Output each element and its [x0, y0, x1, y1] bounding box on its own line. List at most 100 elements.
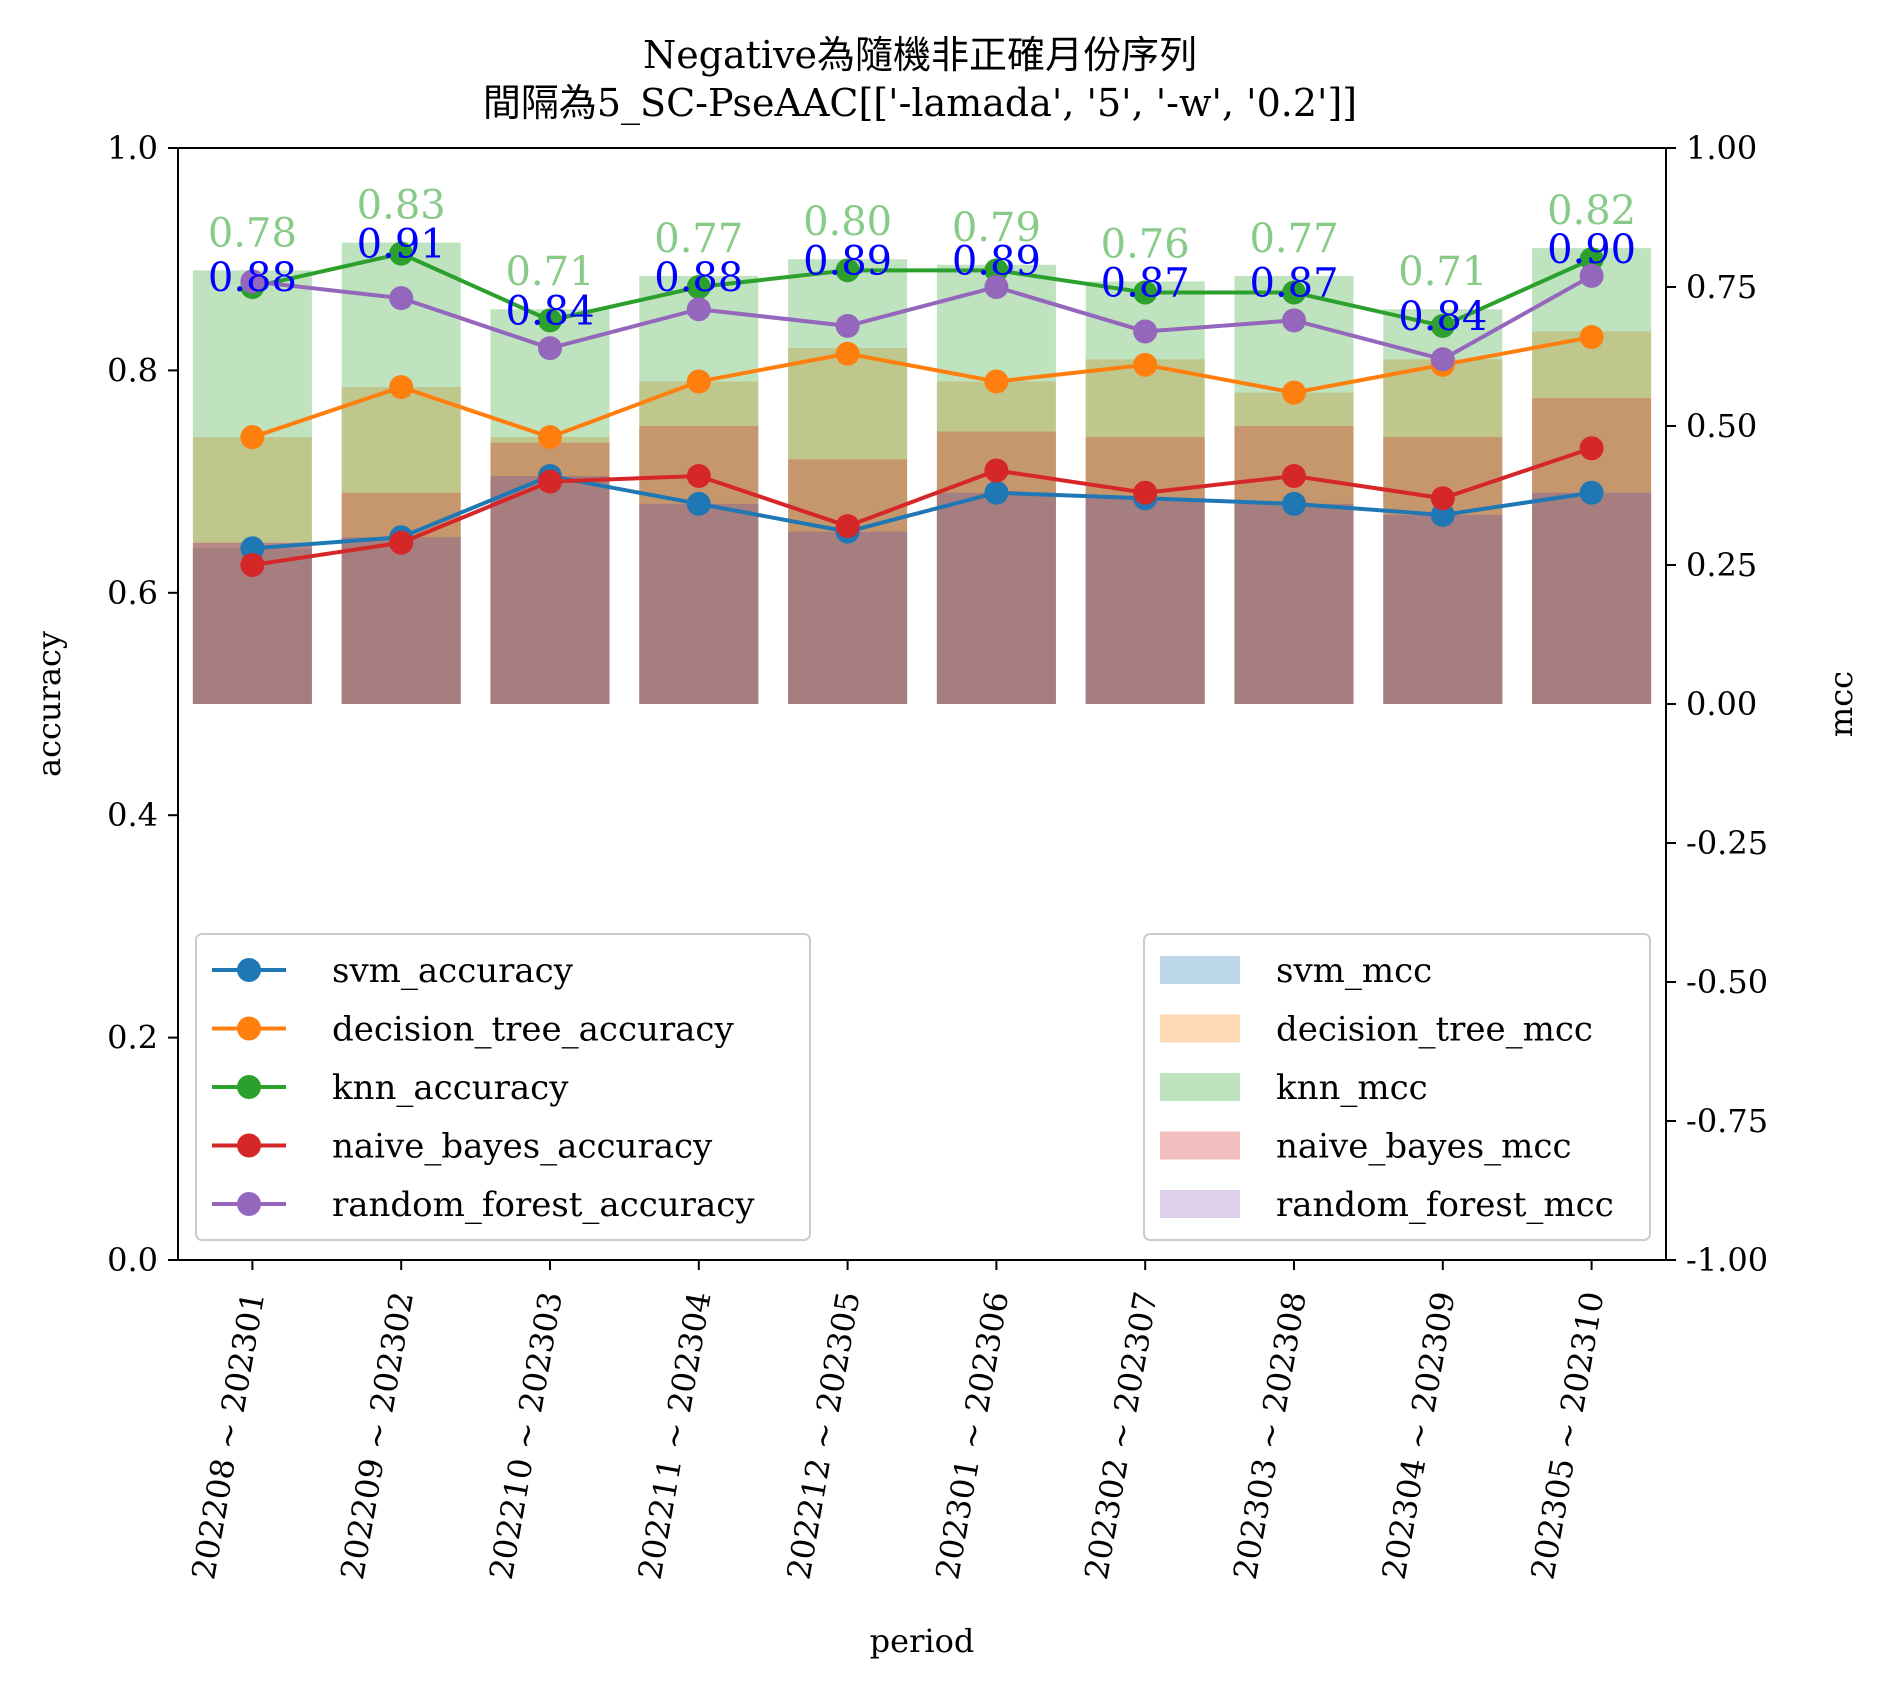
accuracy-lines — [240, 241, 1604, 577]
legend-swatch-naive_bayes_mcc — [1160, 1131, 1240, 1160]
legend-swatch-marker-knn_accuracy — [237, 1075, 261, 1099]
point-decision_tree_accuracy-1 — [389, 375, 414, 400]
mcc-value-label-9: 0.82 — [1547, 188, 1636, 234]
right-tick-label-1.00: 1.00 — [1686, 129, 1757, 167]
point-decision_tree_accuracy-0 — [240, 425, 265, 450]
bar-random_forest_mcc-7 — [1234, 503, 1354, 704]
point-random_forest_accuracy-7 — [1282, 308, 1306, 333]
point-knn_accuracy-5 — [984, 258, 1009, 283]
bar-knn_mcc-9 — [1532, 248, 1652, 704]
legend-swatch-marker-svm_accuracy — [237, 958, 261, 982]
bar-svm_mcc-2 — [490, 476, 610, 704]
accuracy-value-label-8: 0.84 — [1398, 294, 1487, 340]
bar-svm_mcc-6 — [1085, 498, 1205, 704]
point-svm_accuracy-7 — [1282, 491, 1306, 516]
legend-accuracy: svm_accuracy decision_tree_accuracy knn_ac… — [195, 933, 811, 1241]
bar-random_forest_mcc-3 — [639, 503, 759, 704]
left-tick-label-0.0: 0.0 — [107, 1241, 158, 1279]
mcc-value-label-2: 0.71 — [505, 249, 594, 295]
bar-decision_tree_mcc-3 — [639, 381, 759, 704]
legend-label-decision_tree_mcc: decision_tree_mcc — [1276, 1010, 1593, 1050]
left-axis: 0.0 0.2 0.4 0.6 0.8 1.0 — [107, 129, 178, 1279]
point-random_forest_accuracy-6 — [1133, 319, 1158, 344]
mcc-value-label-5: 0.79 — [952, 205, 1041, 251]
bar-knn_mcc-1 — [341, 242, 461, 704]
legend-swatch-marker-decision_tree_accuracy — [237, 1016, 261, 1041]
legend-label-naive_bayes_accuracy: naive_bayes_accuracy — [332, 1127, 713, 1167]
point-svm_accuracy-5 — [984, 480, 1009, 505]
point-svm_accuracy-3 — [686, 491, 711, 516]
bar-naive_bayes_mcc-8 — [1383, 437, 1503, 704]
mcc-value-label-6: 0.76 — [1101, 221, 1190, 267]
point-decision_tree_accuracy-5 — [984, 369, 1009, 394]
point-naive_bayes_accuracy-9 — [1579, 436, 1604, 461]
legend-label-svm_mcc: svm_mcc — [1276, 951, 1432, 991]
accuracy-value-label-4: 0.89 — [803, 238, 892, 284]
bar-svm_mcc-8 — [1383, 514, 1503, 704]
point-knn_accuracy-8 — [1430, 313, 1455, 338]
point-naive_bayes_accuracy-0 — [240, 553, 265, 577]
point-knn_accuracy-4 — [835, 258, 860, 283]
legend-accuracy-box — [195, 933, 811, 1241]
point-naive_bayes_accuracy-2 — [538, 469, 562, 494]
x-tick-label-9: 202305 ~ 202310 — [1523, 1289, 1611, 1583]
accuracy-value-label-2: 0.84 — [505, 288, 594, 334]
x-tick-label-4: 202212 ~ 202305 — [779, 1289, 867, 1583]
point-naive_bayes_accuracy-8 — [1430, 486, 1455, 511]
right-tick-label--1.00: -1.00 — [1686, 1241, 1768, 1279]
bar-svm_mcc-3 — [639, 503, 759, 704]
point-decision_tree_accuracy-4 — [835, 341, 860, 366]
point-naive_bayes_accuracy-3 — [686, 464, 711, 489]
bar-svm_mcc-5 — [936, 492, 1056, 704]
bar-decision_tree_mcc-6 — [1085, 359, 1205, 704]
left-tick-label-0.8: 0.8 — [107, 351, 158, 389]
legend-label-random_forest_mcc: random_forest_mcc — [1276, 1185, 1614, 1225]
point-decision_tree_accuracy-7 — [1282, 380, 1306, 405]
accuracy-value-label-9: 0.90 — [1547, 227, 1636, 273]
legend-label-knn_mcc: knn_mcc — [1276, 1068, 1428, 1108]
point-knn_accuracy-7 — [1282, 280, 1306, 305]
point-knn_accuracy-1 — [389, 241, 414, 266]
x-tick-label-8: 202304 ~ 202309 — [1375, 1289, 1463, 1583]
bar-knn_mcc-7 — [1234, 275, 1354, 704]
legend-label-svm_accuracy: svm_accuracy — [332, 951, 574, 991]
point-naive_bayes_accuracy-6 — [1133, 480, 1158, 505]
line-random_forest_accuracy — [252, 274, 1593, 362]
legend-label-naive_bayes_mcc: naive_bayes_mcc — [1276, 1127, 1572, 1167]
value-labels: 0.88 0.91 0.84 0.88 0.89 0.89 0.87 0.87 0.84 0.90… — [208, 183, 1636, 340]
legend-swatch-marker-naive_bayes_accuracy — [237, 1133, 261, 1158]
bar-decision_tree_mcc-5 — [936, 381, 1056, 704]
bar-decision_tree_mcc-8 — [1383, 359, 1503, 704]
line-svm_accuracy — [252, 473, 1592, 551]
legend-swatch-marker-random_forest_accuracy — [237, 1192, 261, 1216]
x-tick-label-5: 202301 ~ 202306 — [928, 1289, 1016, 1583]
legend-label-knn_accuracy: knn_accuracy — [332, 1068, 569, 1108]
point-decision_tree_accuracy-2 — [538, 425, 562, 450]
y-axis-label-right: mcc — [1822, 671, 1860, 737]
mcc-value-label-0: 0.78 — [208, 210, 297, 256]
point-random_forest_accuracy-9 — [1579, 263, 1604, 288]
mcc-value-label-1: 0.83 — [357, 183, 446, 229]
bar-svm_mcc-4 — [788, 531, 908, 704]
point-naive_bayes_accuracy-7 — [1282, 464, 1306, 489]
bar-random_forest_mcc-2 — [490, 476, 610, 704]
bar-random_forest_mcc-6 — [1085, 498, 1205, 704]
right-tick-label--0.50: -0.50 — [1686, 963, 1768, 1001]
bar-decision_tree_mcc-7 — [1234, 392, 1354, 704]
legend-label-decision_tree_accuracy: decision_tree_accuracy — [332, 1010, 734, 1050]
point-knn_accuracy-3 — [686, 275, 711, 299]
point-svm_accuracy-9 — [1579, 480, 1604, 505]
bar-svm_mcc-9 — [1532, 492, 1652, 704]
legend-mcc-box — [1143, 933, 1651, 1241]
legend-label-random_forest_accuracy: random_forest_accuracy — [332, 1185, 755, 1225]
point-svm_accuracy-0 — [240, 536, 265, 561]
accuracy-value-label-6: 0.87 — [1101, 261, 1190, 307]
legend-swatch-random_forest_mcc — [1160, 1190, 1240, 1218]
mcc-value-label-4: 0.80 — [803, 199, 892, 245]
mcc-value-label-8: 0.71 — [1398, 249, 1487, 295]
point-random_forest_accuracy-8 — [1430, 347, 1455, 372]
legend-mcc: svm_mcc decision_tree_mcc knn_mcc naive_bay… — [1143, 933, 1651, 1241]
point-random_forest_accuracy-4 — [835, 313, 860, 338]
y-axis-label-left: accuracy — [30, 631, 68, 777]
